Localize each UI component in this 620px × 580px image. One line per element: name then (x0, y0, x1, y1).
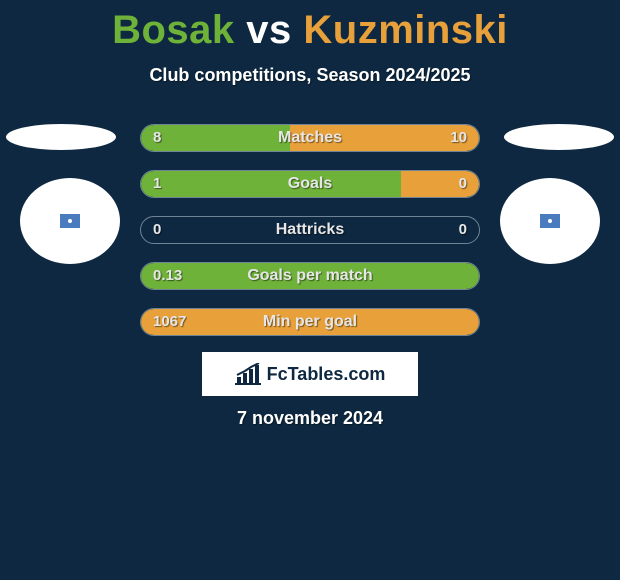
stat-label: Matches (141, 125, 479, 151)
comparison-title: Bosak vs Kuzminski (0, 0, 620, 53)
stat-value-left: 8 (153, 125, 161, 151)
club-badge-icon (58, 212, 82, 230)
stat-row: Goals per match0.13 (140, 262, 480, 290)
left-club-circle (20, 178, 120, 264)
stat-label: Goals (141, 171, 479, 197)
club-badge-icon (538, 212, 562, 230)
stat-label: Hattricks (141, 217, 479, 243)
stat-row: Min per goal1067 (140, 308, 480, 336)
stat-value-right: 0 (459, 217, 467, 243)
stat-label: Goals per match (141, 263, 479, 289)
brand-text: FcTables.com (267, 364, 386, 385)
brand-chart-icon (235, 363, 261, 385)
stat-value-left: 1067 (153, 309, 186, 335)
stat-label: Min per goal (141, 309, 479, 335)
subtitle: Club competitions, Season 2024/2025 (0, 65, 620, 86)
stat-row: Goals1 0 (140, 170, 480, 198)
stat-value-left: 1 (153, 171, 161, 197)
player2-name: Kuzminski (303, 8, 508, 52)
date-text: 7 november 2024 (0, 408, 620, 429)
stat-row: Matches8 10 (140, 124, 480, 152)
vs-text: vs (246, 8, 292, 52)
player1-name: Bosak (112, 8, 235, 52)
stat-value-right: 0 (459, 171, 467, 197)
stat-row: Hattricks0 0 (140, 216, 480, 244)
brand-box: FcTables.com (202, 352, 418, 396)
stat-value-left: 0.13 (153, 263, 182, 289)
stat-value-left: 0 (153, 217, 161, 243)
left-flag-placeholder (6, 124, 116, 150)
right-club-circle (500, 178, 600, 264)
stat-value-right: 10 (450, 125, 467, 151)
right-flag-placeholder (504, 124, 614, 150)
stats-container: Matches810Goals10Hattricks00Goals per ma… (140, 124, 480, 354)
